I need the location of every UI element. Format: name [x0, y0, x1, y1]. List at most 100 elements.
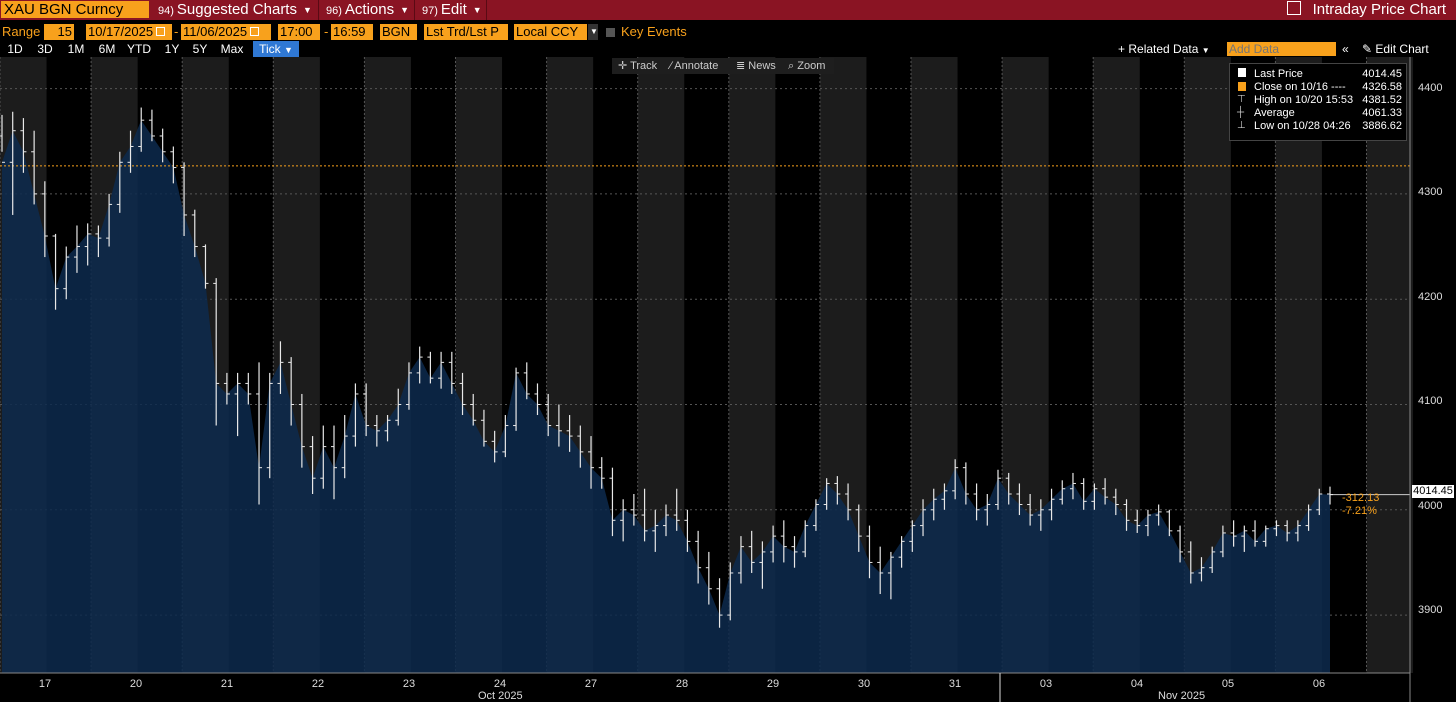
x-tick-label: 27 [584, 678, 598, 690]
currency-dropdown-icon[interactable]: ▼ [588, 24, 598, 40]
app-title-text: Intraday Price Chart [1312, 1, 1446, 18]
key-events-label: Key Events [621, 24, 687, 39]
ticker-field[interactable]: XAU BGN Curncy [1, 1, 149, 18]
range-tick-button[interactable]: Tick ▼ [253, 41, 299, 57]
change-value: -312.13 [1342, 492, 1380, 504]
month-label-nov: Nov 2025 [1158, 690, 1206, 702]
legend-close: Close on 10/16 ---- 4326.58 [1254, 81, 1404, 94]
legend-label: High on 10/20 15:53 [1254, 94, 1354, 106]
y-tick-label: 3900 [1418, 604, 1443, 616]
x-tick-label: 05 [1221, 678, 1235, 690]
external-link-icon [1286, 1, 1301, 15]
last-price-swatch [1238, 68, 1246, 77]
key-events-checkbox[interactable] [606, 28, 615, 37]
range-3d-button[interactable]: 3D [37, 42, 53, 56]
end-time-field[interactable]: 16:59 [331, 24, 373, 40]
caret-down-icon: ▼ [472, 5, 482, 15]
x-tick-label: 24 [493, 678, 507, 690]
annotate-tool[interactable]: ∕ Annotate [670, 58, 718, 74]
y-tick-label: 4300 [1418, 186, 1443, 198]
month-label-oct: Oct 2025 [478, 690, 523, 702]
change-percent: -7.21% [1342, 505, 1377, 517]
legend-label: Close on 10/16 ---- [1254, 81, 1346, 93]
zoom-tool[interactable]: ⌕ Zoom [788, 58, 825, 74]
suggested-charts-menu[interactable]: 94) Suggested Charts ▼ [158, 0, 312, 20]
calendar-icon [156, 27, 166, 36]
title-bar [0, 0, 1456, 20]
currency-select[interactable]: Local CCY [514, 24, 587, 40]
magnifier-icon: ⌕ [788, 60, 795, 72]
range-6m-button[interactable]: 6M [98, 42, 116, 56]
x-tick-label: 28 [675, 678, 689, 690]
legend-value: 4014.45 [1362, 68, 1402, 80]
x-tick-label: 04 [1130, 678, 1144, 690]
end-date-field[interactable]: 11/06/2025 [181, 24, 271, 40]
actions-menu[interactable]: 96) Actions ▼ [326, 0, 409, 20]
close-swatch [1238, 82, 1246, 91]
bar-size-field[interactable]: 15 [44, 24, 74, 40]
news-label: News [748, 60, 776, 72]
time-dash: - [324, 24, 329, 39]
legend-value: 4326.58 [1362, 81, 1402, 93]
range-controls: Range 15 10/17/2025 - 11/06/2025 17:00 -… [0, 23, 1456, 41]
end-date-value: 11/06/2025 [183, 24, 248, 39]
range-max-button[interactable]: Max [220, 42, 244, 56]
legend-label: Last Price [1254, 68, 1303, 80]
zoom-label: Zoom [797, 60, 826, 72]
track-tool[interactable]: ✛ Track [618, 58, 657, 74]
app-title[interactable]: Intraday Price Chart [1286, 0, 1446, 20]
y-tick-label: 4400 [1418, 82, 1443, 94]
field-select[interactable]: Lst Trd/Lst P [424, 24, 508, 40]
plus-icon: + [1118, 42, 1126, 56]
x-tick-label: 06 [1312, 678, 1326, 690]
x-tick-label: 20 [129, 678, 143, 690]
range-1m-button[interactable]: 1M [67, 42, 85, 56]
range-ytd-button[interactable]: YTD [127, 42, 151, 56]
x-tick-label: 22 [311, 678, 325, 690]
caret-down-icon: ▼ [1201, 46, 1210, 55]
start-date-field[interactable]: 10/17/2025 [86, 24, 172, 40]
menu-divider [414, 0, 415, 20]
menu-label: Edit [440, 1, 467, 18]
menu-number: 97) [422, 5, 438, 17]
caret-down-icon: ▼ [283, 45, 293, 55]
add-data-input[interactable] [1227, 42, 1336, 56]
menu-number: 94) [158, 5, 174, 17]
y-tick-label: 4100 [1418, 395, 1443, 407]
start-time-field[interactable]: 17:00 [278, 24, 320, 40]
news-icon: ≣ [736, 60, 746, 72]
average-marker-icon: ┼ [1237, 107, 1245, 118]
pencil-icon: ✎ [1362, 42, 1373, 56]
menu-number: 96) [326, 5, 342, 17]
legend-value: 4381.52 [1362, 94, 1402, 106]
related-data-button[interactable]: + Related Data ▼ [1118, 41, 1210, 59]
range-5y-button[interactable]: 5Y [192, 42, 208, 56]
price-area [2, 120, 1330, 673]
edit-chart-button[interactable]: ✎ Edit Chart [1362, 41, 1429, 57]
range-1d-button[interactable]: 1D [7, 42, 23, 56]
x-tick-label: 17 [38, 678, 52, 690]
x-tick-label: 31 [948, 678, 962, 690]
caret-down-icon: ▼ [302, 5, 312, 15]
source-field[interactable]: BGN [380, 24, 417, 40]
last-price-tag: 4014.45 [1412, 485, 1454, 498]
crosshair-icon: ✛ [618, 60, 628, 72]
x-tick-label: 21 [220, 678, 234, 690]
chart-legend: Last Price 4014.45 Close on 10/16 ---- 432… [1229, 63, 1407, 141]
x-tick-label: 03 [1039, 678, 1053, 690]
menu-divider [486, 0, 487, 20]
news-tool[interactable]: ≣ News [736, 58, 776, 74]
range-1y-button[interactable]: 1Y [164, 42, 180, 56]
legend-value: 4061.33 [1362, 107, 1402, 119]
legend-label: Low on 10/28 04:26 [1254, 120, 1351, 132]
collapse-icon[interactable]: « [1342, 42, 1349, 56]
calendar-icon [250, 27, 260, 36]
caret-down-icon: ▼ [400, 5, 410, 15]
session-band [1366, 57, 1414, 673]
menu-divider [318, 0, 319, 20]
start-date-value: 10/17/2025 [88, 24, 154, 39]
range-tick-label: Tick [259, 42, 281, 56]
edit-menu[interactable]: 97) Edit ▼ [422, 0, 482, 20]
legend-average: Average 4061.33 [1254, 107, 1404, 120]
